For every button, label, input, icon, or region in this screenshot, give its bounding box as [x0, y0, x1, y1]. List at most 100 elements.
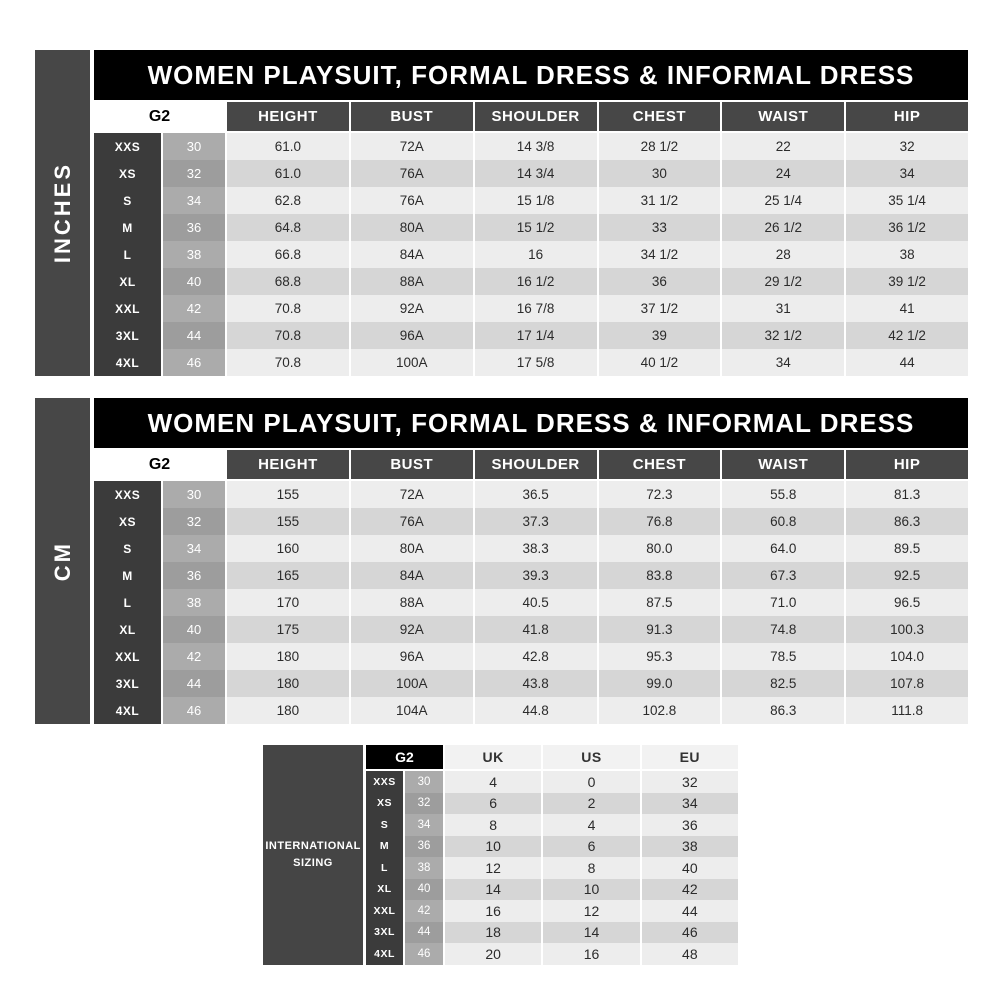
data-cell: 70.8	[227, 322, 349, 349]
size-label-cell: 3XL	[366, 921, 403, 943]
data-cell: 42 1/2	[846, 322, 968, 349]
data-cell: 71.0	[722, 589, 845, 616]
table-row: XXL 42 70.8 92A 16 7/8 37 1/2 31 41	[94, 295, 968, 322]
data-cell: 70.8	[227, 349, 349, 376]
size-code-cell: 44	[163, 322, 225, 349]
data-cell: 36 1/2	[846, 214, 968, 241]
table-row: 4XL 46 180 104A 44.8 102.8 86.3 111.8	[94, 697, 968, 724]
size-code-cell: 32	[405, 792, 443, 814]
size-label-cell: XL	[366, 878, 403, 900]
data-cell: 80A	[350, 535, 473, 562]
data-cell: 14 3/4	[474, 160, 597, 187]
group-header-cell: G2	[94, 450, 225, 479]
data-cell: 26 1/2	[722, 214, 845, 241]
data-cell: 155	[227, 481, 349, 508]
data-cell: 102.8	[598, 697, 721, 724]
size-label-cell: M	[94, 214, 161, 241]
size-label-cell: XXS	[366, 771, 403, 793]
data-cell: 17 5/8	[474, 349, 597, 376]
size-label-cell: XXL	[94, 295, 161, 322]
table-row: M 36 10 6 38	[366, 835, 738, 857]
data-cell: 64.8	[227, 214, 349, 241]
data-cell: 10	[445, 835, 542, 857]
column-header-cell: BUST	[350, 102, 473, 131]
data-cell: 170	[227, 589, 349, 616]
size-table-international: INTERNATIONAL SIZING G2 UK US EU XXS 30 4 0 32 X…	[263, 745, 738, 965]
column-header-cell: CHEST	[598, 102, 721, 131]
size-label-cell: 4XL	[94, 349, 161, 376]
data-cell: 87.5	[598, 589, 721, 616]
table-main: WOMEN PLAYSUIT, FORMAL DRESS & INFORMAL …	[94, 50, 968, 376]
data-cell: 76A	[350, 508, 473, 535]
size-code-cell: 42	[163, 643, 225, 670]
size-label-cell: XS	[94, 508, 161, 535]
data-cell: 16	[474, 241, 597, 268]
data-cell: 14	[543, 921, 640, 943]
table-row: XXS 30 61.0 72A 14 3/8 28 1/2 22 32	[94, 133, 968, 160]
table-row: S 34 62.8 76A 15 1/8 31 1/2 25 1/4 35 1/4	[94, 187, 968, 214]
size-label-cell: S	[94, 187, 161, 214]
table-main: WOMEN PLAYSUIT, FORMAL DRESS & INFORMAL …	[94, 398, 968, 724]
size-code-cell: 38	[163, 589, 225, 616]
size-label-cell: 3XL	[94, 322, 161, 349]
size-code-cell: 40	[163, 616, 225, 643]
group-header-cell: G2	[94, 102, 225, 131]
column-header-cell: HEIGHT	[227, 450, 349, 479]
data-cell: 89.5	[846, 535, 968, 562]
size-label-cell: M	[366, 835, 403, 857]
data-cell: 8	[445, 814, 542, 836]
data-cell: 155	[227, 508, 349, 535]
size-code-cell: 46	[405, 943, 443, 965]
table-row: M 36 165 84A 39.3 83.8 67.3 92.5	[94, 562, 968, 589]
data-cell: 15 1/2	[474, 214, 597, 241]
data-cell: 40.5	[474, 589, 597, 616]
data-cell: 41	[846, 295, 968, 322]
size-table-inches: INCHES WOMEN PLAYSUIT, FORMAL DRESS & IN…	[35, 50, 968, 376]
data-cell: 40 1/2	[598, 349, 721, 376]
data-cell: 16	[543, 943, 640, 965]
data-cell: 88A	[350, 268, 473, 295]
data-cell: 72A	[350, 133, 473, 160]
data-cell: 14 3/8	[474, 133, 597, 160]
data-cell: 84A	[350, 562, 473, 589]
data-cell: 74.8	[722, 616, 845, 643]
table-header-row: G2 HEIGHT BUST SHOULDER CHEST WAIST HIP	[94, 102, 968, 131]
data-cell: 39	[598, 322, 721, 349]
data-cell: 175	[227, 616, 349, 643]
data-cell: 14	[445, 878, 542, 900]
data-cell: 165	[227, 562, 349, 589]
unit-label-cm: CM	[49, 540, 75, 582]
data-cell: 62.8	[227, 187, 349, 214]
data-cell: 6	[543, 835, 640, 857]
data-cell: 80A	[350, 214, 473, 241]
table-body: XXS 30 61.0 72A 14 3/8 28 1/2 22 32 XS 32 61.0 76A 1…	[94, 133, 968, 376]
data-cell: 48	[641, 943, 738, 965]
data-cell: 29 1/2	[722, 268, 845, 295]
data-cell: 92A	[350, 616, 473, 643]
data-cell: 32 1/2	[722, 322, 845, 349]
data-cell: 72A	[350, 481, 473, 508]
table-row: L 38 12 8 40	[366, 857, 738, 879]
data-cell: 61.0	[227, 133, 349, 160]
data-cell: 80.0	[598, 535, 721, 562]
data-cell: 100A	[350, 670, 473, 697]
data-cell: 44	[846, 349, 968, 376]
data-cell: 42	[641, 878, 738, 900]
data-cell: 100A	[350, 349, 473, 376]
size-code-cell: 30	[163, 481, 225, 508]
data-cell: 104A	[350, 697, 473, 724]
table-body: XXS 30 155 72A 36.5 72.3 55.8 81.3 XS 32 155 76A 37.…	[94, 481, 968, 724]
data-cell: 35 1/4	[846, 187, 968, 214]
size-code-cell: 40	[405, 878, 443, 900]
data-cell: 10	[543, 878, 640, 900]
data-cell: 70.8	[227, 295, 349, 322]
size-label-cell: XXL	[94, 643, 161, 670]
data-cell: 104.0	[846, 643, 968, 670]
data-cell: 16 7/8	[474, 295, 597, 322]
data-cell: 78.5	[722, 643, 845, 670]
column-header-cell: EU	[641, 745, 738, 769]
data-cell: 4	[445, 771, 542, 793]
table-row: 4XL 46 20 16 48	[366, 943, 738, 965]
data-cell: 33	[598, 214, 721, 241]
data-cell: 20	[445, 943, 542, 965]
